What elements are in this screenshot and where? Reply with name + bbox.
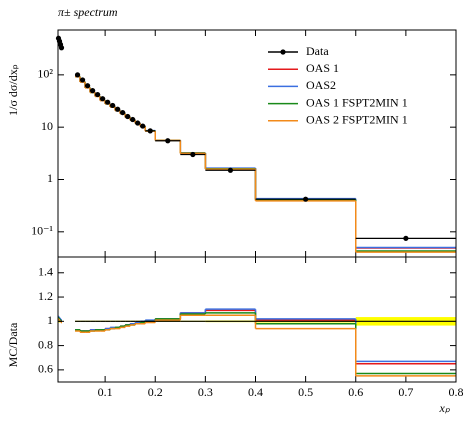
y-tick-label: 1 xyxy=(47,171,53,185)
x-tick-label: 0.4 xyxy=(248,385,263,399)
data-point xyxy=(94,91,101,98)
data-point xyxy=(74,72,81,78)
data-point xyxy=(190,151,196,158)
y-tick-label: 10² xyxy=(37,67,53,81)
data-point xyxy=(140,123,146,129)
ratio-frame xyxy=(57,256,457,383)
data-point xyxy=(105,99,111,105)
data-point xyxy=(84,83,91,89)
legend-label: OAS 2 FSPT2MIN 1 xyxy=(306,113,408,127)
data-point xyxy=(79,77,86,83)
main-frame xyxy=(57,29,457,258)
data-point xyxy=(115,106,121,112)
data-point xyxy=(89,88,96,94)
ratio-y-tick-label: 0.6 xyxy=(38,362,53,376)
x-tick-label: 0.5 xyxy=(298,385,313,399)
data-point xyxy=(403,235,409,241)
legend-label: OAS 1 xyxy=(306,61,339,75)
y-tick-label: 10 xyxy=(41,119,53,133)
x-tick-label: 0.1 xyxy=(98,385,113,399)
x-axis-label: xₚ xyxy=(439,401,451,415)
y-tick-label: 10⁻¹ xyxy=(31,224,53,238)
data-point xyxy=(58,45,65,51)
legend-marker xyxy=(280,49,286,55)
data-point xyxy=(125,113,131,120)
legend-label: Data xyxy=(306,44,329,58)
data-point xyxy=(100,96,106,102)
x-tick-label: 0.8 xyxy=(449,385,464,399)
x-tick-label: 0.3 xyxy=(198,385,213,399)
data-point xyxy=(130,116,136,123)
data-point xyxy=(303,196,309,202)
chart-title: π± spectrum xyxy=(58,5,118,19)
data-point xyxy=(165,138,171,144)
data-point xyxy=(135,120,141,126)
legend-label: OAS 1 FSPT2MIN 1 xyxy=(306,95,408,109)
ratio-y-tick-label: 1.4 xyxy=(38,265,53,279)
x-tick-label: 0.6 xyxy=(348,385,363,399)
x-tick-label: 0.7 xyxy=(398,385,413,399)
x-tick-label: 0.2 xyxy=(148,385,163,399)
ratio-y-tick-label: 0.8 xyxy=(38,337,53,351)
data-point xyxy=(120,109,126,116)
data-point xyxy=(147,128,153,134)
ratio-y-tick-label: 1.2 xyxy=(38,289,53,303)
ratio-axis-label: MC/Data xyxy=(6,322,20,367)
data-point xyxy=(110,102,116,109)
legend-label: OAS2 xyxy=(306,78,336,92)
ratio-y-tick-label: 1 xyxy=(47,313,53,327)
data-point xyxy=(227,167,234,173)
y-axis-label: 1/σ dσ/dxₚ xyxy=(6,64,20,116)
